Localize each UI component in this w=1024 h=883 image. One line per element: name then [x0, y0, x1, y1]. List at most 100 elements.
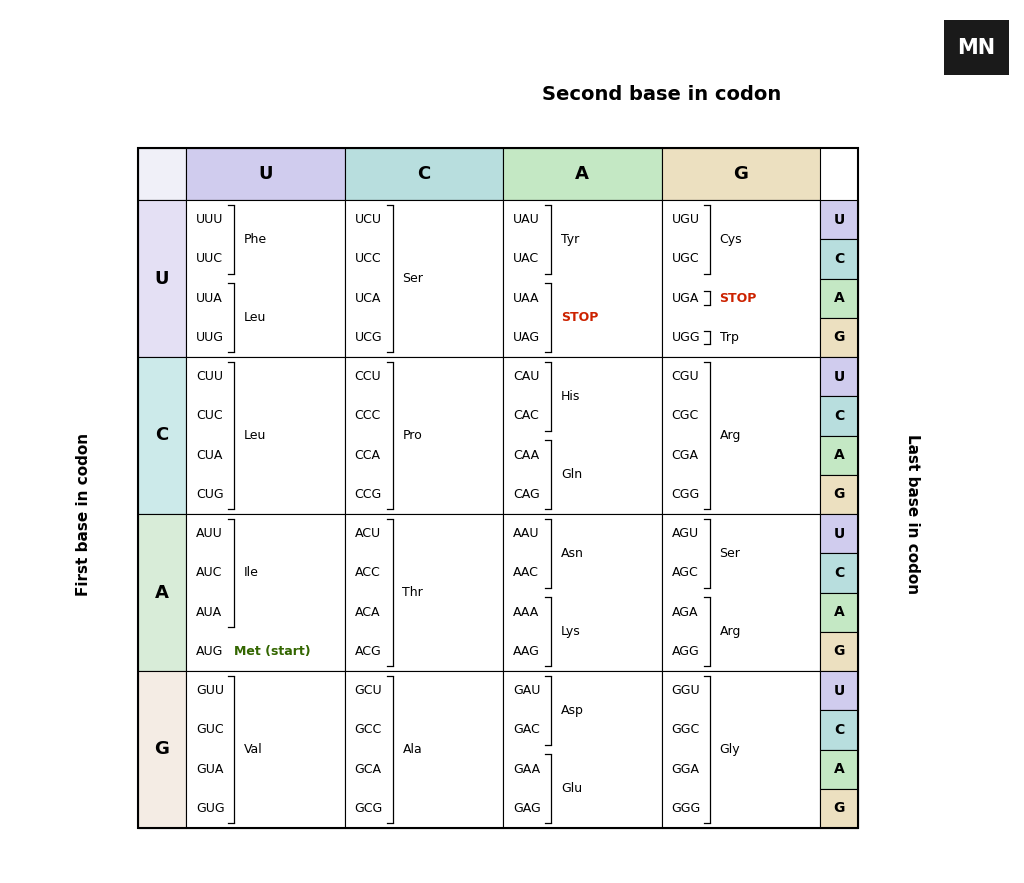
Text: Cys: Cys	[720, 233, 742, 245]
Text: STOP: STOP	[561, 311, 598, 324]
Text: Phe: Phe	[244, 233, 267, 245]
Bar	[503, 148, 662, 200]
Text: UCA: UCA	[354, 291, 381, 305]
Text: AGC: AGC	[672, 566, 698, 579]
Bar	[662, 148, 820, 200]
Text: AGA: AGA	[672, 606, 698, 619]
Text: G: G	[155, 741, 169, 758]
Text: Second base in codon: Second base in codon	[542, 86, 781, 104]
Text: C: C	[834, 723, 844, 737]
Text: CUC: CUC	[196, 410, 222, 422]
Text: CCC: CCC	[354, 410, 381, 422]
Text: Ser: Ser	[720, 547, 740, 560]
Text: GCA: GCA	[354, 763, 382, 775]
Text: AAC: AAC	[513, 566, 539, 579]
Text: GCG: GCG	[354, 802, 383, 815]
Text: GUU: GUU	[196, 684, 224, 697]
Text: GGC: GGC	[672, 723, 699, 736]
Bar	[820, 592, 858, 631]
Bar	[503, 200, 662, 357]
Text: AUA: AUA	[196, 606, 222, 619]
Text: AGU: AGU	[672, 527, 698, 540]
Text: UGG: UGG	[672, 331, 700, 343]
Text: G: G	[834, 330, 845, 344]
Text: CAU: CAU	[513, 370, 540, 383]
Text: CUU: CUU	[196, 370, 223, 383]
Text: UGU: UGU	[672, 213, 699, 226]
Bar	[138, 357, 186, 514]
Text: C: C	[156, 426, 169, 444]
Text: GAA: GAA	[513, 763, 540, 775]
Bar	[138, 671, 186, 828]
Text: UAA: UAA	[513, 291, 540, 305]
Text: U: U	[258, 165, 272, 183]
Bar	[662, 200, 820, 357]
Text: G: G	[733, 165, 749, 183]
Text: Pro: Pro	[402, 429, 422, 442]
Text: UCC: UCC	[354, 253, 381, 266]
Text: U: U	[834, 683, 845, 698]
Text: GGA: GGA	[672, 763, 699, 775]
Bar	[186, 357, 344, 514]
Text: Gln: Gln	[561, 468, 582, 481]
Bar	[820, 750, 858, 789]
Text: CCU: CCU	[354, 370, 381, 383]
Text: UUG: UUG	[196, 331, 224, 343]
Bar	[662, 671, 820, 828]
Text: A: A	[834, 605, 845, 619]
Text: A: A	[575, 165, 589, 183]
Text: UUC: UUC	[196, 253, 223, 266]
Text: CGC: CGC	[672, 410, 698, 422]
Bar	[138, 200, 186, 357]
Text: Lys: Lys	[561, 625, 581, 638]
Bar	[944, 20, 1009, 75]
Text: Met (start): Met (start)	[234, 645, 310, 658]
Bar	[820, 318, 858, 357]
Text: U: U	[155, 269, 169, 288]
Text: Arg: Arg	[720, 625, 741, 638]
Text: CGG: CGG	[672, 488, 699, 501]
Text: ACG: ACG	[354, 645, 381, 658]
Text: AAG: AAG	[513, 645, 540, 658]
Text: UGA: UGA	[672, 291, 698, 305]
Bar	[503, 514, 662, 671]
Text: C: C	[834, 252, 844, 266]
Text: Gly: Gly	[720, 743, 740, 756]
Text: Arg: Arg	[720, 429, 741, 442]
Bar	[820, 278, 858, 318]
Text: CUA: CUA	[196, 449, 222, 462]
Text: GAU: GAU	[513, 684, 541, 697]
Bar	[138, 514, 186, 671]
Bar	[186, 200, 344, 357]
Bar	[344, 200, 503, 357]
Bar	[503, 671, 662, 828]
Text: U: U	[834, 370, 845, 383]
Text: UGC: UGC	[672, 253, 699, 266]
Bar	[138, 148, 186, 200]
Text: C: C	[834, 409, 844, 423]
Bar	[186, 148, 344, 200]
Text: UAG: UAG	[513, 331, 540, 343]
Text: AUG: AUG	[196, 645, 223, 658]
Bar	[820, 514, 858, 554]
Text: A: A	[155, 584, 169, 601]
Bar	[820, 200, 858, 239]
Text: AAA: AAA	[513, 606, 540, 619]
Text: Ile: Ile	[244, 566, 259, 579]
Text: AUU: AUU	[196, 527, 223, 540]
Bar	[662, 357, 820, 514]
Text: CUG: CUG	[196, 488, 223, 501]
Text: G: G	[834, 802, 845, 815]
Text: C: C	[417, 165, 430, 183]
Text: A: A	[834, 449, 845, 462]
Text: U: U	[834, 213, 845, 227]
Text: U: U	[834, 526, 845, 540]
Text: G: G	[834, 645, 845, 659]
Text: G: G	[834, 487, 845, 502]
Text: UCG: UCG	[354, 331, 382, 343]
Text: Val: Val	[244, 743, 263, 756]
Bar	[503, 357, 662, 514]
Bar	[820, 671, 858, 710]
Text: His: His	[561, 389, 581, 403]
Text: GCU: GCU	[354, 684, 382, 697]
